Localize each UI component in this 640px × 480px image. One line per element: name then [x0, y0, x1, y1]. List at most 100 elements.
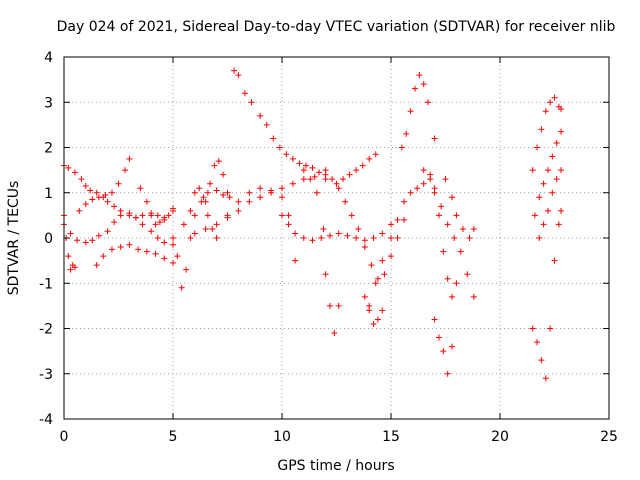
data-point	[466, 235, 473, 241]
series-track-15	[322, 167, 408, 282]
data-point	[111, 219, 118, 226]
data-point	[464, 271, 471, 278]
data-point	[191, 230, 198, 237]
data-point	[379, 307, 386, 314]
data-point	[420, 180, 427, 187]
data-point	[313, 189, 320, 196]
data-point	[542, 108, 549, 115]
data-point	[289, 155, 296, 162]
data-point	[82, 182, 89, 189]
data-point	[335, 302, 342, 309]
data-point	[420, 81, 427, 88]
data-point	[309, 164, 316, 171]
axis-ticks	[63, 56, 610, 420]
data-point	[220, 171, 227, 178]
data-point	[211, 162, 218, 169]
data-point	[283, 151, 290, 158]
y-tick-label: -1	[39, 276, 53, 292]
y-tick-label: 3	[44, 95, 53, 111]
series-track-06	[137, 185, 176, 228]
data-point	[329, 176, 336, 183]
series-track-25	[531, 128, 565, 219]
data-point	[93, 262, 100, 269]
data-point	[538, 357, 545, 364]
data-point	[126, 241, 133, 248]
data-point	[170, 205, 176, 212]
data-point	[161, 239, 168, 246]
data-point	[257, 185, 264, 192]
data-point	[154, 212, 161, 219]
y-tick-label: -4	[39, 412, 53, 428]
data-point	[368, 262, 375, 269]
data-point	[558, 128, 565, 135]
series-track-01	[61, 162, 176, 221]
data-point	[174, 253, 181, 260]
data-point	[102, 192, 109, 199]
data-point	[224, 212, 231, 219]
data-point	[420, 167, 427, 174]
data-point	[215, 158, 222, 165]
data-point	[340, 176, 347, 183]
data-point	[320, 225, 327, 232]
data-point	[344, 232, 351, 239]
data-point	[71, 169, 78, 176]
data-point	[309, 237, 316, 244]
data-point	[117, 244, 124, 251]
data-point	[296, 160, 303, 167]
data-point	[108, 246, 115, 253]
data-point	[241, 90, 248, 97]
data-point	[440, 348, 447, 355]
data-point	[200, 194, 207, 201]
data-point	[235, 72, 242, 79]
data-point	[87, 187, 94, 194]
data-point	[89, 196, 96, 203]
data-point	[276, 144, 283, 151]
data-point	[435, 212, 442, 219]
chart-title: Day 024 of 2021, Sidereal Day-to-day VTE…	[57, 19, 616, 35]
data-point	[551, 94, 558, 101]
data-point	[442, 176, 449, 183]
data-point	[302, 162, 309, 169]
data-point	[542, 375, 549, 382]
data-point	[431, 189, 438, 196]
data-point	[257, 112, 264, 119]
data-point	[204, 189, 211, 196]
data-point	[311, 173, 318, 180]
data-point	[111, 203, 118, 210]
data-point	[100, 253, 107, 260]
data-point	[444, 275, 451, 282]
data-point	[531, 212, 538, 219]
data-point	[270, 135, 277, 142]
data-point	[536, 235, 543, 241]
data-point	[279, 194, 285, 201]
data-point	[209, 225, 216, 232]
data-point	[235, 207, 242, 214]
data-point	[289, 180, 296, 187]
data-point	[117, 212, 124, 219]
data-point	[67, 230, 74, 237]
data-point	[366, 155, 373, 162]
data-point	[388, 221, 394, 228]
data-point	[115, 180, 122, 187]
data-point	[348, 212, 355, 219]
data-point	[379, 230, 386, 237]
data-point	[285, 212, 292, 219]
data-point	[143, 198, 150, 205]
data-point	[89, 237, 96, 244]
data-point	[126, 210, 133, 217]
data-point	[540, 221, 547, 228]
data-point	[93, 189, 100, 196]
data-point	[534, 339, 541, 346]
data-point	[226, 194, 233, 201]
data-point	[104, 198, 111, 205]
data-point	[187, 235, 194, 241]
series-track-26	[529, 207, 565, 382]
data-point	[403, 130, 410, 137]
data-point	[449, 343, 456, 350]
y-tick-label: 1	[44, 186, 53, 202]
series-track-21	[431, 316, 456, 377]
data-point	[326, 232, 333, 239]
data-point	[161, 255, 168, 262]
data-point	[540, 180, 547, 187]
data-point	[170, 235, 176, 241]
